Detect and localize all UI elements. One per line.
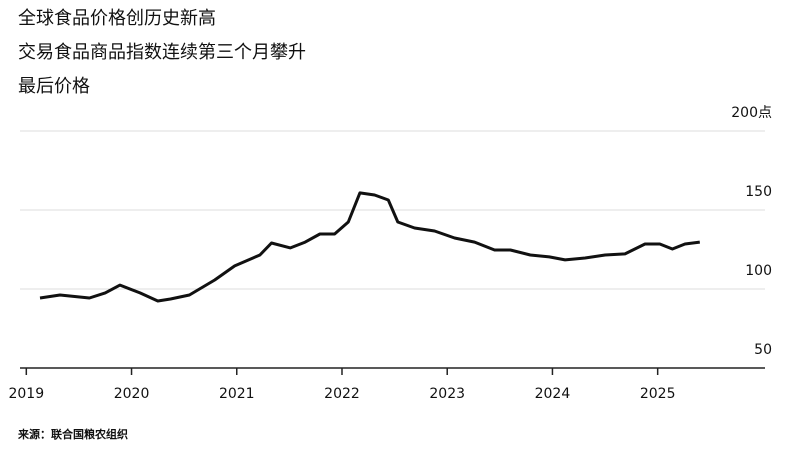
x-tick-label: 2022 bbox=[324, 386, 360, 402]
y-tick-label: 200点 bbox=[731, 105, 772, 121]
x-tick-label: 2025 bbox=[640, 386, 676, 402]
data-line bbox=[39, 191, 700, 303]
y-tick-label: 100 bbox=[745, 263, 772, 279]
source: 来源：联合国粮农组织 bbox=[17, 427, 128, 441]
series-label: 最后价格 bbox=[18, 76, 90, 97]
x-tick-label: 2021 bbox=[219, 386, 255, 402]
x-tick-label: 2020 bbox=[114, 386, 150, 402]
y-tick-label: 50 bbox=[754, 342, 772, 358]
x-tick-label: 2024 bbox=[535, 386, 571, 402]
chart-subtitle: 交易食品商品指数连续第三个月攀升 bbox=[18, 42, 306, 63]
x-tick-label: 2023 bbox=[429, 386, 465, 402]
chart-title: 全球食品价格创历史新高 bbox=[18, 8, 216, 29]
y-tick-label: 150 bbox=[745, 184, 772, 200]
x-tick-label: 2019 bbox=[8, 386, 44, 402]
